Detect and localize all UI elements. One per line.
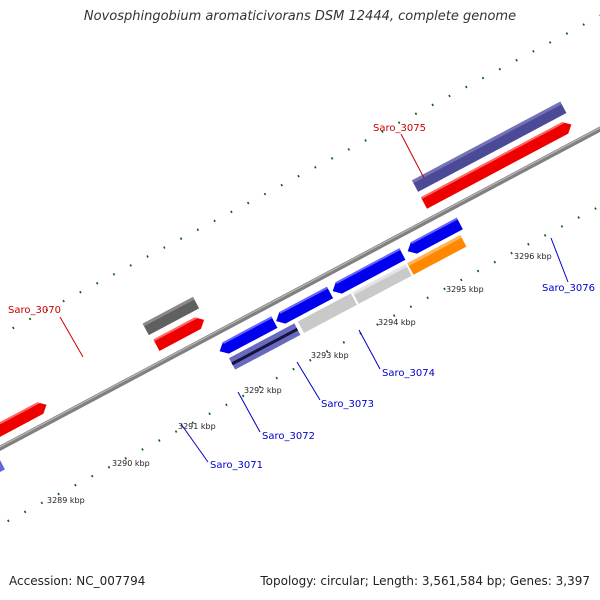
leader-line-saro-3073	[296, 361, 321, 401]
genome-backbone	[0, 91, 600, 482]
genome-summary-text: Topology: circular; Length: 3,561,584 bp…	[260, 574, 590, 588]
gene-label-saro-3071[interactable]: Saro_3071	[210, 460, 263, 471]
grey-feature-block	[142, 296, 200, 336]
scale-label: 3292 kbp	[244, 386, 282, 395]
reverse-cds-arrow	[0, 457, 5, 485]
reverse-cds-arrow	[332, 248, 406, 294]
saro-3074-feature-block	[407, 235, 467, 275]
forward-cds-arrow-saro-3075	[420, 122, 572, 209]
gene-label-saro-3072[interactable]: Saro_3072	[262, 431, 315, 442]
gene-label-saro-3075[interactable]: Saro_3075	[373, 123, 426, 134]
inner-tick-ring	[0, 153, 600, 540]
scale-label: 3290 kbp	[112, 459, 150, 468]
map-title: Novosphingobium aromaticivorans DSM 1244…	[83, 9, 517, 24]
gene-label-saro-3070[interactable]: Saro_3070	[8, 305, 61, 316]
leader-line-saro-3075	[400, 133, 425, 179]
scale-label: 3291 kbp	[178, 422, 216, 431]
forward-cds-arrow-saro-3070	[153, 317, 205, 351]
scale-label: 3294 kbp	[378, 318, 416, 327]
saro-3073-feature-block	[297, 293, 357, 334]
scale-label: 3293 kbp	[311, 351, 349, 360]
gene-label-saro-3076[interactable]: Saro_3076	[542, 283, 595, 294]
backbone-highlight	[0, 92, 600, 479]
reverse-cds-arrow	[276, 286, 334, 324]
outer-tick-ring	[0, 4, 600, 392]
forward-cds-arrow	[0, 402, 47, 457]
reverse-cds-arrow	[219, 316, 278, 354]
leader-line-saro-3074	[358, 329, 381, 370]
leader-line-saro-3070	[59, 316, 84, 358]
leader-line-saro-3072	[237, 391, 261, 433]
accession-text: Accession: NC_007794	[9, 574, 146, 588]
gene-label-saro-3073[interactable]: Saro_3073	[321, 399, 374, 410]
scale-label: 3289 kbp	[47, 496, 85, 505]
gene-label-saro-3074[interactable]: Saro_3074	[382, 368, 435, 379]
reverse-cds-arrow	[407, 217, 463, 254]
leader-line-saro-3071	[180, 423, 209, 463]
leader-line-saro-3076	[550, 237, 569, 283]
saro-3075-feature-block	[411, 101, 567, 192]
scale-label: 3295 kbp	[446, 285, 484, 294]
saro-3073-feature-block	[352, 264, 412, 304]
scale-label: 3296 kbp	[514, 252, 552, 261]
